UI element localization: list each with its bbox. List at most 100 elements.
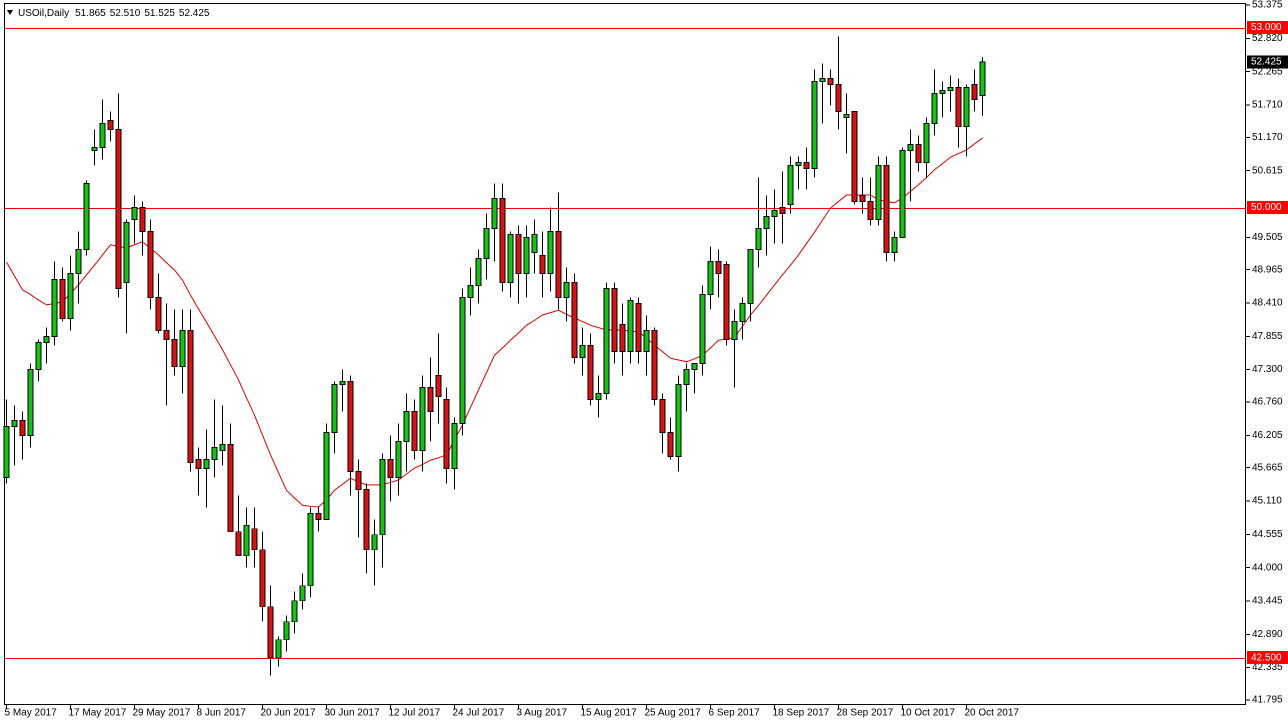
y-tick-label: 43.445: [1252, 596, 1283, 607]
candle-body: [715, 261, 722, 274]
candle-body: [899, 150, 906, 238]
candle-body: [971, 84, 978, 100]
moving-average: [6, 137, 983, 508]
candle-body: [843, 114, 850, 118]
price-label: 52.425: [1251, 57, 1282, 68]
x-tick-label: 3 Aug 2017: [517, 708, 568, 719]
y-tick-label: 41.795: [1252, 695, 1283, 706]
candle-body: [419, 387, 426, 452]
candle-body: [675, 384, 682, 458]
candle-body: [651, 330, 658, 401]
candle-body: [403, 411, 410, 443]
candle-body: [283, 621, 290, 641]
candle-body: [227, 444, 234, 533]
candle-body: [731, 321, 738, 340]
candle-body: [611, 288, 618, 352]
x-tick-label: 30 Jun 2017: [325, 708, 380, 719]
candle-body: [883, 165, 890, 253]
candle-body: [251, 528, 258, 551]
candle-body: [931, 93, 938, 124]
y-tick-label: 44.555: [1252, 529, 1283, 540]
candle-body: [811, 81, 818, 169]
y-tick-label: 52.820: [1252, 33, 1283, 44]
y-tick-label: 53.375: [1252, 0, 1283, 11]
candle-body: [867, 201, 874, 220]
candle-body: [91, 147, 98, 151]
level-label-bg: [1247, 201, 1288, 215]
candle-body: [803, 162, 810, 169]
candle-body: [619, 324, 626, 352]
x-tick-label: 25 Aug 2017: [645, 708, 702, 719]
price-label-bg: [1247, 55, 1288, 69]
candle-body: [595, 393, 602, 401]
candle-body: [539, 255, 546, 274]
candle-body: [203, 459, 210, 470]
candle-body: [643, 330, 650, 352]
candle-body: [355, 471, 362, 491]
candle-body: [939, 90, 946, 94]
candle-body: [851, 111, 858, 202]
candle-body: [667, 432, 674, 458]
y-tick-label: 46.205: [1252, 430, 1283, 441]
y-tick-label: 49.505: [1252, 232, 1283, 243]
candle-body: [579, 345, 586, 359]
candle-body: [563, 282, 570, 298]
header-close: 52.425: [179, 8, 210, 19]
candle-body: [915, 144, 922, 163]
candle-body: [475, 258, 482, 286]
level-label-bg: [1247, 651, 1288, 665]
candle-body: [267, 606, 274, 659]
level-label-bg: [1247, 21, 1288, 35]
candle-body: [259, 549, 266, 608]
candle-body: [115, 129, 122, 289]
candle-body: [635, 303, 642, 352]
y-tick-label: 42.335: [1252, 662, 1283, 673]
candle-body: [3, 426, 10, 479]
candle-body: [371, 534, 378, 551]
candle-body: [723, 264, 730, 340]
candle-body: [395, 441, 402, 479]
candle-body: [123, 222, 130, 283]
y-tick-label: 46.760: [1252, 397, 1283, 408]
y-tick-label: 48.410: [1252, 298, 1283, 309]
level-label: 53.000: [1251, 22, 1282, 33]
symbol: USOil,Daily: [18, 8, 69, 19]
candle-body: [659, 399, 666, 434]
plot-frame: [4, 3, 1246, 705]
candle-body: [891, 237, 898, 253]
y-tick-label: 45.665: [1252, 462, 1283, 473]
y-tick-label: 51.170: [1252, 132, 1283, 143]
candle-body: [835, 84, 842, 112]
candle-body: [531, 234, 538, 253]
candle-body: [859, 195, 866, 202]
header-low: 51.525: [144, 8, 175, 19]
candle-body: [427, 387, 434, 413]
candle-body: [27, 369, 34, 437]
x-tick-label: 18 Sep 2017: [773, 708, 830, 719]
x-tick-label: 8 Jun 2017: [197, 708, 247, 719]
candle-body: [35, 342, 42, 371]
candle-body: [11, 420, 18, 428]
candle-body: [307, 513, 314, 587]
y-tick-label: 51.710: [1252, 100, 1283, 111]
candle-body: [131, 207, 138, 220]
candle-body: [187, 330, 194, 464]
y-tick-label: 48.965: [1252, 264, 1283, 275]
candle-body: [195, 459, 202, 470]
candle-body: [627, 300, 634, 352]
x-tick-label: 15 Aug 2017: [581, 708, 638, 719]
header: USOil,Daily 51.865 52.510 51.525 52.425: [18, 8, 210, 19]
candle-body: [771, 210, 778, 217]
candle-body: [963, 87, 970, 127]
candle-body: [219, 444, 226, 452]
y-tick-label: 47.855: [1252, 331, 1283, 342]
x-tick-label: 29 May 2017: [133, 708, 191, 719]
candle-body: [507, 234, 514, 283]
candle-body: [235, 531, 242, 557]
level-label: 50.000: [1251, 202, 1282, 213]
candle-body: [795, 162, 802, 166]
candle-body: [99, 123, 106, 148]
